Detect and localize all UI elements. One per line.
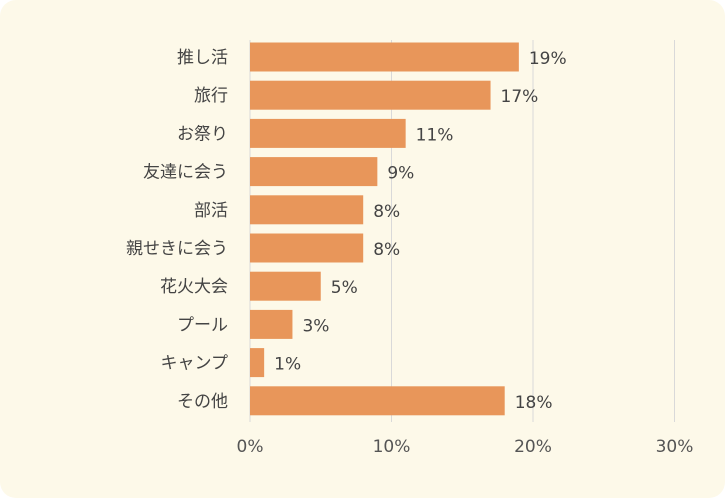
value-label: 19% <box>529 49 567 69</box>
value-label: 5% <box>331 278 358 298</box>
bar <box>250 118 406 148</box>
category-label: 部活 <box>194 201 228 221</box>
category-label: 推し活 <box>177 48 228 68</box>
bar <box>250 309 293 339</box>
category-label: 親せきに会う <box>126 239 228 259</box>
value-label: 11% <box>416 125 454 145</box>
value-label: 1% <box>274 355 301 375</box>
category-label: キャンプ <box>161 354 229 374</box>
bar <box>250 233 364 263</box>
value-labels: 19% 17% 11%9% 8% 8% 5%3%1% 18% <box>274 49 566 413</box>
bar <box>250 80 491 110</box>
category-label: 花火大会 <box>160 277 228 297</box>
category-label: お祭り <box>177 124 228 144</box>
value-label: 17% <box>501 87 539 107</box>
category-label: 旅行 <box>194 86 228 106</box>
bar <box>250 271 321 301</box>
bar <box>250 386 505 416</box>
bars <box>250 42 519 416</box>
x-tick-label: 20% <box>514 437 552 457</box>
value-label: 8% <box>373 240 400 260</box>
value-label: 3% <box>302 316 329 336</box>
bar <box>250 348 265 378</box>
bar <box>250 157 378 187</box>
x-tick-label: 10% <box>373 437 411 457</box>
value-label: 18% <box>515 393 553 413</box>
category-label: 友達に会う <box>143 163 228 183</box>
category-label: その他 <box>177 392 228 412</box>
bar <box>250 195 364 225</box>
category-label: プール <box>177 315 228 335</box>
bar <box>250 42 519 72</box>
x-tick-label: 30% <box>656 437 694 457</box>
x-axis-tick-labels: 0% 10% 20% 30% <box>237 437 694 457</box>
value-label: 9% <box>387 164 414 184</box>
value-label: 8% <box>373 202 400 222</box>
x-tick-label: 0% <box>237 437 264 457</box>
